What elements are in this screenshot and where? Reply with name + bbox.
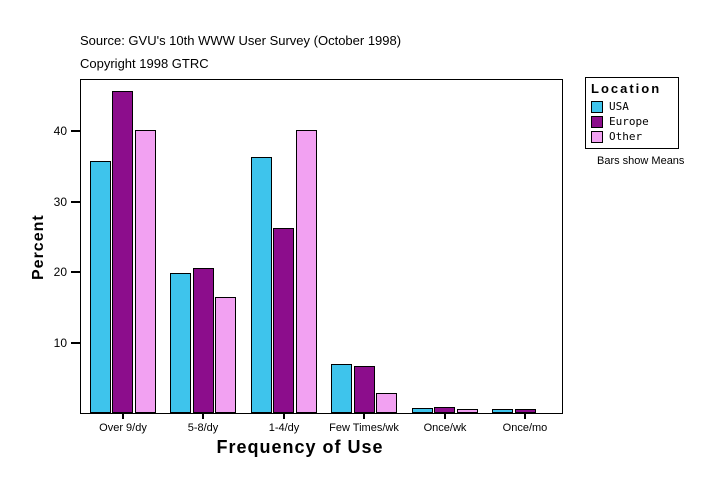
x-tick-label-1-4-dy: 1-4/dy — [268, 422, 300, 434]
y-tick-label: 30 — [53, 194, 67, 209]
other-bar-over-9-dy — [135, 130, 156, 413]
europe-bar-once-mo — [515, 409, 536, 413]
usa-bar-few-times-wk — [331, 364, 352, 413]
x-tick-label-5-8-dy: 5-8/dy — [187, 422, 219, 434]
europe-bar-1-4-dy — [273, 228, 294, 413]
legend-item-label: USA — [609, 100, 629, 113]
legend-box: Location USA Europe Other — [585, 77, 679, 149]
usa-bar-5-8-dy — [170, 273, 191, 413]
legend-title: Location — [591, 81, 662, 96]
legend-items: USA Europe Other — [591, 99, 673, 144]
legend-item-usa: USA — [591, 99, 673, 114]
y-tick-mark — [71, 200, 80, 203]
other-bar-1-4-dy — [296, 130, 317, 413]
x-tick-label-over-9-dy: Over 9/dy — [99, 422, 147, 434]
other-bar-5-8-dy — [215, 297, 236, 413]
y-tick-label: 10 — [53, 335, 67, 350]
europe-bar-over-9-dy — [112, 91, 133, 413]
usa-bar-over-9-dy — [90, 161, 111, 413]
other-bar-few-times-wk — [376, 393, 397, 413]
chart-source-text: Source: GVU's 10th WWW User Survey (Octo… — [80, 33, 402, 48]
y-tick-label: 40 — [53, 124, 67, 138]
x-tick-mark — [444, 413, 446, 419]
europe-bar-once-wk — [434, 407, 455, 413]
y-tick-mark — [71, 271, 80, 273]
legend-item-label: Other — [609, 130, 643, 143]
x-tick-mark — [363, 413, 365, 419]
x-tick-mark — [202, 413, 204, 419]
plot-area: 10 20 30 40 Over 9/dy 5-8/dy 1-4/dy Few Times/w… — [54, 79, 563, 434]
x-tick-mark — [524, 413, 526, 419]
y-tick-mark — [71, 341, 80, 344]
x-tick-label-once-mo: Once/mo — [502, 422, 548, 434]
x-tick-label-few-times-wk: Few Times/wk — [329, 422, 399, 434]
x-tick-mark — [122, 413, 124, 419]
usa-bar-1-4-dy — [251, 157, 272, 413]
legend-item-label: Europe — [609, 115, 649, 128]
usa-swatch — [591, 100, 603, 113]
y-tick-mark — [71, 130, 80, 132]
usa-bar-once-wk — [412, 408, 433, 413]
europe-swatch — [591, 115, 603, 128]
legend-item-other: Other — [591, 129, 673, 144]
y-tick-label: 20 — [53, 265, 67, 279]
usa-bar-once-mo — [492, 409, 513, 413]
x-axis-title: Frequency of Use — [216, 437, 384, 457]
other-swatch — [591, 130, 603, 143]
x-tick-mark — [283, 413, 285, 419]
europe-bar-few-times-wk — [354, 366, 375, 413]
x-tick-label-once-wk: Once/wk — [423, 422, 467, 434]
chart-copyright-text: Copyright 1998 GTRC — [80, 56, 209, 71]
europe-bar-5-8-dy — [193, 268, 214, 413]
y-axis-title: Percent — [30, 214, 47, 280]
other-bar-once-wk — [457, 409, 478, 413]
legend-item-europe: Europe — [591, 114, 673, 129]
legend-note: Bars show Means — [597, 155, 685, 167]
